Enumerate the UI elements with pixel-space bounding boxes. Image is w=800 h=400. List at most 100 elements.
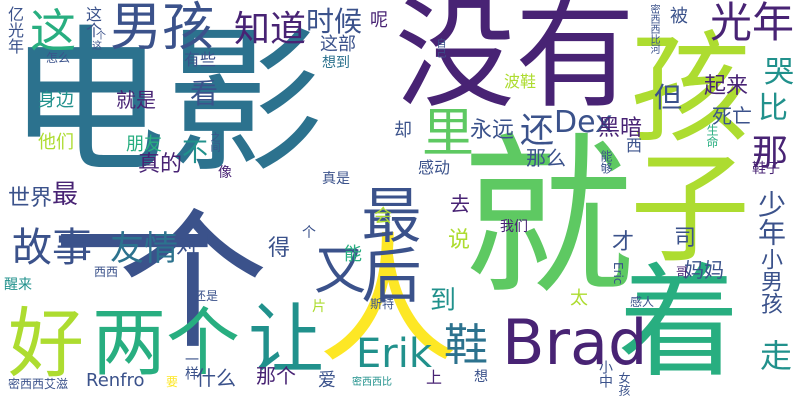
word-xiaozhong: 小中 (597, 360, 613, 388)
word-yiyang: 一样 (183, 352, 199, 380)
word-ne: 呢 (370, 10, 388, 31)
word-women: 我们 (500, 219, 528, 235)
word-dex: Dex (554, 105, 613, 140)
word-xinglai: 醒来 (4, 277, 32, 293)
word-haishi: 还是 (194, 289, 219, 303)
word-zou: 走 (760, 337, 793, 375)
word-bu: 不 (182, 138, 209, 168)
word-yao: 要 (166, 375, 179, 389)
word-ai: 爱 (318, 370, 336, 391)
word-shuo: 说 (448, 228, 471, 253)
word-haizi: 孩子 (609, 25, 748, 265)
word-xiang2: 想 (474, 369, 488, 385)
word-shang: 上 (426, 368, 443, 387)
word-hao: 好 (8, 299, 84, 388)
word-renfro: Renfro (86, 370, 145, 391)
word-dao: 到 (430, 286, 457, 316)
word-site: 斯特 (370, 297, 395, 311)
word-tamen: 他们 (38, 132, 74, 153)
word-shenme: 什么 (196, 366, 236, 390)
word-qu: 去 (450, 192, 470, 216)
word-mixixibihe: 密西西比河 (648, 4, 659, 54)
word-zhe: 这 (30, 4, 76, 58)
word-zhenshi: 真是 (322, 171, 350, 187)
word-nanhai: 男孩 (110, 0, 215, 58)
word-xixi: 西西 (94, 265, 119, 279)
word-zhe-small: 这 (92, 41, 102, 52)
word-yi: 一 (54, 154, 215, 341)
word-zhe-large: 着 (618, 252, 740, 394)
word-zhende: 真的 (138, 152, 183, 177)
word-ziji: 自己 (434, 38, 445, 58)
word-si: 司 (674, 226, 697, 251)
word-liangge: 两个 (92, 300, 240, 386)
word-guangnian: 光年 (710, 0, 795, 47)
word-xie: 鞋 (444, 320, 488, 371)
word-dui: 对 (176, 234, 199, 259)
word-shihou: 时候 (306, 5, 363, 38)
word-hui: 会 (374, 206, 392, 227)
word-kan: 看 (190, 77, 219, 110)
word-gandong: 感动 (418, 158, 451, 177)
word-heian: 黑暗 (598, 116, 643, 141)
word-zhijian: 之间 (208, 132, 219, 152)
word-gushi: 故事 (12, 225, 92, 271)
word-ge-tiny: 个 (96, 31, 106, 42)
word-bi: 比 (758, 91, 788, 126)
word-mixixibi: 密西西比 (352, 377, 392, 388)
word-de: 得 (268, 236, 291, 261)
word-name: 那么 (526, 146, 566, 170)
word-xiezi: 鞋子 (752, 161, 780, 177)
word-xi: 西 (626, 136, 643, 155)
word-xiaonanhai: 小男孩 (757, 248, 782, 314)
word-mama: 妈妈 (684, 258, 724, 282)
word-youqing: 友情 (110, 229, 178, 269)
word-que: 却 (391, 120, 412, 138)
word-ren: 人 (318, 220, 459, 383)
word-boxie: 波鞋 (504, 72, 537, 91)
word-shengming: 生命 (705, 124, 719, 148)
word-zhidao: 知道 (234, 9, 307, 50)
word-tai: 太 (570, 288, 588, 309)
word-you-again: 又 (314, 242, 367, 302)
word-zhebu: 这部 (320, 34, 356, 55)
word-youxie: 有些 (184, 50, 217, 69)
word-ge-small: 个 (302, 225, 316, 241)
word-eric: Eric (611, 262, 625, 285)
word-neng: 能 (344, 244, 362, 265)
word-zui: 最 (52, 180, 79, 210)
word-ganren: 感人 (630, 295, 655, 309)
word-ge: 哥 (676, 265, 689, 279)
word-siwang: 死亡 (712, 104, 752, 128)
word-pian: 片 (312, 299, 326, 315)
word-erik: Erik (356, 331, 432, 377)
word-pengyou: 朋友 (126, 134, 162, 155)
word-jiu: 就 (462, 117, 634, 318)
word-xiang: 像 (218, 165, 232, 181)
word-rang: 让 (248, 295, 324, 384)
word-jiushi: 就是 (116, 88, 156, 112)
word-meiyou: 没有 (395, 0, 635, 125)
word-shaonian: 少年 (754, 190, 787, 246)
word-nage: 那个 (256, 364, 296, 388)
word-ku: 哭 (764, 55, 794, 90)
word-yiguangnian: 亿光年 (5, 6, 24, 54)
word-cai: 才 (612, 230, 635, 255)
word-hai: 还 (520, 111, 554, 151)
word-yongyuan: 永远 (470, 118, 515, 143)
word-dianying: 电影 (8, 11, 324, 195)
word-dan: 但 (654, 81, 683, 114)
word-ge-big: 个 (118, 196, 269, 370)
word-li: 里 (422, 104, 475, 164)
word-brad: Brad (502, 306, 648, 379)
word-nenggou: 能够 (599, 150, 613, 174)
word-na: 那 (752, 133, 789, 174)
word-shenbian: 身边 (38, 90, 74, 111)
word-shijie: 世界 (8, 186, 53, 211)
word-zuihou: 最后 (351, 184, 421, 304)
word-zhege: 这个 (83, 6, 102, 38)
word-qilai: 起来 (704, 74, 749, 99)
word-zenme: 怎么 (46, 51, 71, 65)
word-mixixiaizi: 密西西艾滋 (8, 377, 69, 391)
